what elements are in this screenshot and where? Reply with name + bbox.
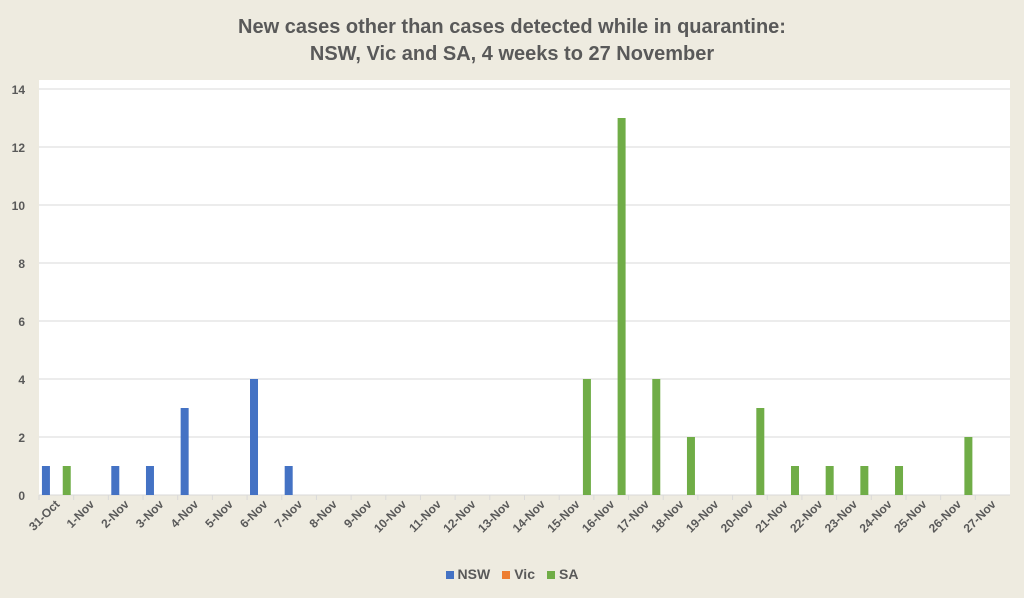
x-tick-label: 24-Nov [857, 497, 895, 535]
y-tick-label: 12 [12, 141, 26, 155]
bar-sa [825, 466, 834, 495]
bar-nsw [41, 466, 50, 495]
x-tick-label: 9-Nov [341, 497, 375, 531]
x-tick-label: 5-Nov [202, 497, 236, 531]
legend-swatch [546, 571, 555, 579]
x-tick-label: 8-Nov [306, 497, 340, 531]
x-tick-label: 13-Nov [475, 497, 513, 535]
x-tick-label: 14-Nov [510, 497, 548, 535]
legend-item-vic: Vic [502, 566, 535, 582]
bar-nsw [111, 466, 120, 495]
x-tick-label: 4-Nov [168, 497, 202, 531]
y-tick-label: 4 [18, 373, 25, 387]
x-tick-label: 20-Nov [718, 497, 756, 535]
x-tick-label: 15-Nov [544, 497, 582, 535]
legend-swatch [445, 571, 454, 579]
y-tick-label: 14 [12, 83, 26, 97]
bar-sa [582, 379, 591, 495]
x-tick-label: 17-Nov [614, 497, 652, 535]
x-tick-label: 16-Nov [579, 497, 617, 535]
x-tick-label: 3-Nov [133, 497, 167, 531]
x-tick-label: 6-Nov [237, 497, 271, 531]
legend-item-nsw: NSW [445, 566, 491, 582]
x-tick-label: 22-Nov [787, 497, 825, 535]
legend: NSW Vic SA [0, 566, 1024, 582]
chart-title-line-2: NSW, Vic and SA, 4 weeks to 27 November [309, 43, 715, 65]
legend-item-sa: SA [546, 566, 579, 582]
x-tick-label: 7-Nov [272, 497, 306, 531]
chart-title-line-1: New cases other than cases detected whil… [238, 16, 786, 38]
y-tick-label: 0 [18, 489, 25, 503]
bar-sa [652, 379, 661, 495]
bar-sa [790, 466, 799, 495]
bar-sa [617, 118, 626, 495]
bar-sa [756, 408, 765, 495]
legend-label: SA [558, 566, 579, 582]
y-tick-label: 10 [12, 199, 26, 213]
x-tick-label: 21-Nov [753, 497, 791, 535]
chart-title: New cases other than cases detected whil… [0, 14, 1024, 68]
bar-nsw [145, 466, 154, 495]
y-tick-label: 8 [18, 257, 25, 271]
legend-label: NSW [457, 566, 491, 582]
x-tick-label: 12-Nov [440, 497, 478, 535]
x-tick-label: 1-Nov [64, 497, 98, 531]
x-tick-label: 18-Nov [648, 497, 686, 535]
x-tick-label: 23-Nov [822, 497, 860, 535]
x-tick-label: 31-Oct [26, 497, 62, 533]
x-tick-label: 27-Nov [961, 497, 999, 535]
x-tick-label: 19-Nov [683, 497, 721, 535]
x-tick-label: 10-Nov [371, 497, 409, 535]
bar-sa [964, 437, 973, 495]
bar-sa [860, 466, 869, 495]
legend-label: Vic [514, 566, 535, 582]
bar-nsw [180, 408, 189, 495]
y-tick-label: 6 [18, 315, 25, 329]
x-tick-label: 11-Nov [406, 497, 444, 535]
bar-nsw [250, 379, 259, 495]
legend-swatch [502, 571, 511, 579]
y-tick-label: 2 [18, 431, 25, 445]
bar-sa [62, 466, 71, 495]
bar-sa [895, 466, 904, 495]
bar-sa [686, 437, 695, 495]
bar-nsw [284, 466, 293, 495]
x-tick-label: 25-Nov [891, 497, 929, 535]
plot-area [39, 80, 1010, 495]
x-tick-label: 26-Nov [926, 497, 964, 535]
x-tick-label: 2-Nov [98, 497, 132, 531]
